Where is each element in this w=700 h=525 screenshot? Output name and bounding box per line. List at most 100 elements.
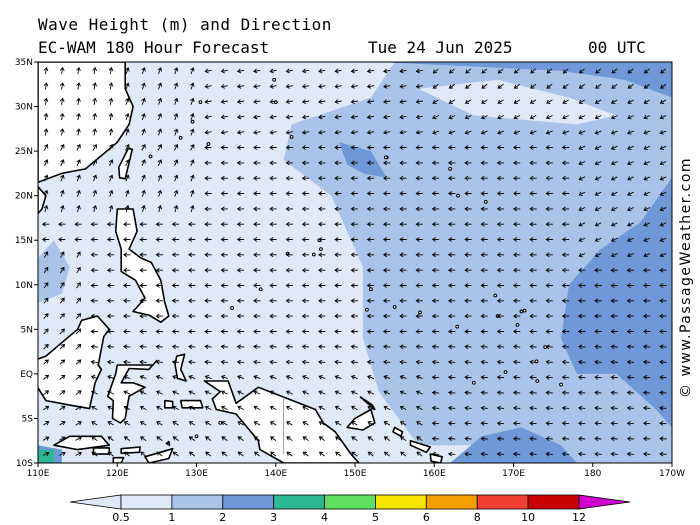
direction-arrow xyxy=(464,329,472,334)
direction-arrow xyxy=(190,204,195,213)
wave-field-teal xyxy=(38,449,54,463)
direction-arrow xyxy=(220,344,228,350)
direction-arrow xyxy=(431,421,440,426)
direction-arrow xyxy=(415,237,423,242)
direction-arrow xyxy=(659,130,667,135)
direction-arrow xyxy=(302,436,309,441)
direction-arrow xyxy=(107,421,114,426)
direction-arrow xyxy=(301,129,310,135)
direction-arrow xyxy=(236,114,245,120)
direction-arrow xyxy=(59,451,66,457)
direction-arrow xyxy=(172,405,180,411)
lon-tick-label: 130E xyxy=(185,469,208,479)
lat-tick-label: EQ xyxy=(20,370,33,380)
direction-arrow xyxy=(610,191,618,196)
direction-arrow xyxy=(106,221,115,227)
direction-arrow xyxy=(253,344,261,350)
direction-arrow xyxy=(318,283,326,288)
direction-arrow xyxy=(594,252,602,258)
direction-arrow xyxy=(237,390,244,395)
direction-arrow xyxy=(92,174,98,182)
direction-arrow xyxy=(626,436,635,442)
direction-arrow xyxy=(383,83,391,89)
direction-arrow xyxy=(496,145,505,150)
direction-arrow xyxy=(610,405,618,411)
direction-arrow xyxy=(302,390,309,395)
direction-arrow xyxy=(139,329,147,334)
direction-arrow xyxy=(220,160,228,166)
forecast-time: 00 UTC xyxy=(588,38,646,57)
direction-arrow xyxy=(626,359,635,365)
direction-arrow xyxy=(399,344,407,350)
direction-arrow xyxy=(659,298,667,304)
direction-arrow xyxy=(480,313,488,319)
direction-arrow xyxy=(173,189,179,197)
direction-arrow xyxy=(366,99,375,105)
direction-arrow xyxy=(253,145,261,150)
direction-arrow xyxy=(140,451,147,457)
direction-arrow xyxy=(43,82,49,90)
direction-arrow xyxy=(512,267,521,273)
direction-arrow xyxy=(60,266,65,274)
direction-arrow xyxy=(76,144,81,151)
direction-arrow xyxy=(253,83,261,89)
island-marker xyxy=(319,247,323,252)
direction-arrow xyxy=(190,113,195,121)
forecast-date: Tue 24 Jun 2025 xyxy=(368,38,513,57)
direction-arrow xyxy=(236,129,245,135)
direction-arrow xyxy=(496,298,505,304)
direction-arrow xyxy=(221,451,228,457)
direction-arrow xyxy=(269,68,277,74)
direction-arrow xyxy=(43,343,49,350)
direction-arrow xyxy=(59,297,65,304)
direction-arrow xyxy=(366,298,375,304)
land-polygon xyxy=(359,396,376,411)
direction-arrow xyxy=(125,97,130,105)
direction-arrow xyxy=(366,359,375,365)
direction-arrow xyxy=(43,297,49,304)
direction-arrow xyxy=(90,329,98,334)
direction-arrow xyxy=(76,112,81,121)
direction-arrow xyxy=(91,405,98,411)
direction-arrow xyxy=(415,375,423,380)
direction-arrow xyxy=(594,313,602,319)
island-marker xyxy=(230,306,235,310)
direction-arrow xyxy=(41,221,50,227)
direction-arrow xyxy=(253,191,261,196)
direction-arrow xyxy=(595,83,602,89)
direction-arrow xyxy=(643,176,651,181)
direction-arrow xyxy=(447,344,456,350)
direction-arrow xyxy=(236,329,245,334)
direction-arrow xyxy=(415,252,423,258)
island-marker xyxy=(503,370,508,375)
direction-arrow xyxy=(269,313,277,319)
direction-arrow xyxy=(157,97,163,105)
direction-arrow xyxy=(123,344,131,350)
direction-arrow xyxy=(236,221,245,227)
direction-arrow xyxy=(415,267,423,273)
direction-arrow xyxy=(125,128,130,136)
direction-arrow xyxy=(139,267,147,273)
direction-arrow xyxy=(399,252,407,258)
direction-arrow xyxy=(125,82,130,90)
direction-arrow xyxy=(155,329,163,334)
direction-arrow xyxy=(480,405,488,411)
direction-arrow xyxy=(366,175,375,181)
direction-arrow xyxy=(220,359,228,365)
direction-arrow xyxy=(188,298,196,304)
direction-arrow xyxy=(59,374,66,380)
land-polygon xyxy=(164,399,174,409)
direction-arrow xyxy=(382,191,391,196)
direction-arrow xyxy=(285,375,293,380)
direction-arrow xyxy=(626,390,635,396)
direction-arrow xyxy=(76,174,81,182)
island-marker xyxy=(311,252,316,257)
direction-arrow xyxy=(173,67,179,75)
direction-arrow xyxy=(253,421,261,426)
direction-arrow xyxy=(480,160,488,166)
direction-arrow xyxy=(431,344,440,350)
direction-arrow xyxy=(465,68,472,74)
lat-tick-label: 20N xyxy=(15,192,33,202)
direction-arrow xyxy=(204,359,212,365)
direction-arrow xyxy=(59,313,65,319)
